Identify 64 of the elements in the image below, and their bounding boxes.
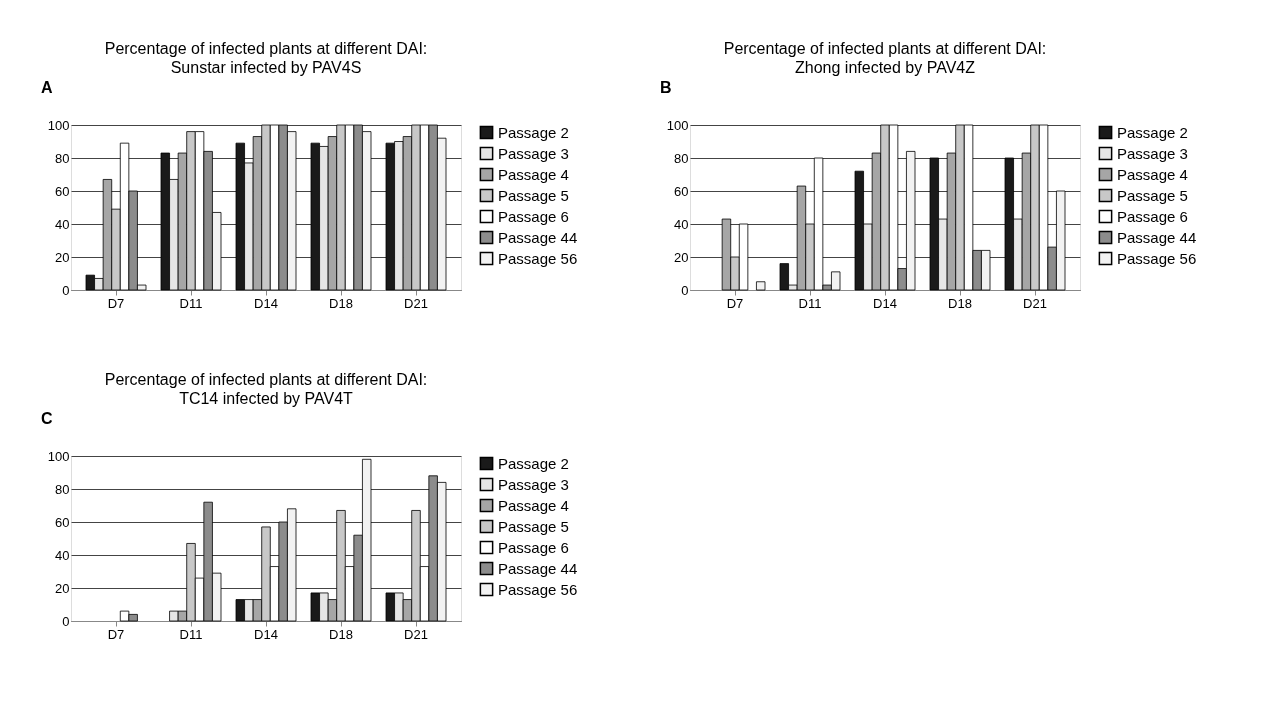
y-tick-label: 20 — [55, 580, 70, 596]
chart-subtitle: Sunstar infected by PAV4S — [170, 59, 362, 76]
x-tick-label: D14 — [254, 295, 278, 311]
y-tick-label: 60 — [55, 183, 70, 199]
legend-label: Passage 2 — [498, 123, 569, 141]
y-tick-label: 100 — [47, 117, 70, 133]
x-tick-label: D14 — [873, 295, 897, 311]
legend-label: Passage 3 — [498, 144, 569, 162]
y-tick-label: 40 — [55, 216, 70, 232]
legend-label: Passage 44 — [498, 228, 578, 246]
legend-label: Passage 44 — [1117, 228, 1197, 246]
legend-label: Passage 56 — [1117, 249, 1197, 267]
legend-label: Passage 3 — [1117, 144, 1188, 162]
y-tick-label: 60 — [674, 183, 689, 199]
text: A — [41, 79, 53, 96]
y-tick-label: 100 — [666, 117, 689, 133]
x-tick-label: D21 — [1023, 295, 1047, 311]
x-tick-label: D18 — [948, 295, 972, 311]
legend-label: Passage 4 — [1117, 165, 1188, 183]
y-tick-label: 40 — [674, 216, 689, 232]
x-tick-label: D21 — [404, 295, 428, 311]
chart-title: Percentage of infected plants at different DAI: — [104, 40, 428, 57]
y-tick-label: 60 — [55, 514, 70, 530]
legend-label: Passage 5 — [498, 186, 569, 204]
y-tick-label: 80 — [55, 481, 70, 497]
chart-title: Percentage of infected plants at different DAI: — [104, 371, 428, 388]
x-tick-label: D18 — [329, 626, 353, 642]
text: C — [41, 410, 53, 427]
bar — [756, 281, 766, 291]
y-tick-label: 0 — [62, 282, 70, 298]
y-tick-label: 0 — [681, 282, 689, 298]
x-tick-label: D18 — [329, 295, 353, 311]
x-tick-label: D7 — [107, 626, 125, 642]
legend-label: Passage 5 — [498, 517, 569, 535]
text: B — [660, 79, 672, 96]
legend-label: Passage 44 — [498, 559, 578, 577]
y-tick-label: 0 — [62, 613, 70, 629]
legend-label: Passage 4 — [498, 496, 569, 514]
x-tick-label: D7 — [726, 295, 744, 311]
chart-title: Percentage of infected plants at different DAI: — [723, 40, 1047, 57]
legend-label: Passage 3 — [498, 475, 569, 493]
x-tick-label: D7 — [107, 295, 125, 311]
y-tick-label: 80 — [55, 150, 70, 166]
legend-label: Passage 2 — [1117, 123, 1188, 141]
legend-label: Passage 6 — [498, 207, 569, 225]
legend-label: Passage 5 — [1117, 186, 1188, 204]
x-tick-label: D11 — [798, 295, 822, 311]
chart-subtitle: Zhong infected by PAV4Z — [795, 59, 976, 76]
legend-label: Passage 6 — [498, 538, 569, 556]
x-tick-label: D21 — [404, 626, 428, 642]
legend-label: Passage 4 — [498, 165, 569, 183]
x-tick-label: D11 — [179, 626, 203, 642]
y-tick-label: 40 — [55, 547, 70, 563]
y-tick-label: 20 — [674, 249, 689, 265]
legend-label: Passage 2 — [498, 454, 569, 472]
y-tick-label: 80 — [674, 150, 689, 166]
y-tick-label: 20 — [55, 249, 70, 265]
legend-label: Passage 56 — [498, 249, 578, 267]
chart-subtitle: TC14 infected by PAV4T — [179, 390, 354, 407]
x-tick-label: D11 — [179, 295, 203, 311]
x-tick-label: D14 — [254, 626, 278, 642]
legend-label: Passage 56 — [498, 580, 578, 598]
legend-label: Passage 6 — [1117, 207, 1188, 225]
y-tick-label: 100 — [47, 448, 70, 464]
